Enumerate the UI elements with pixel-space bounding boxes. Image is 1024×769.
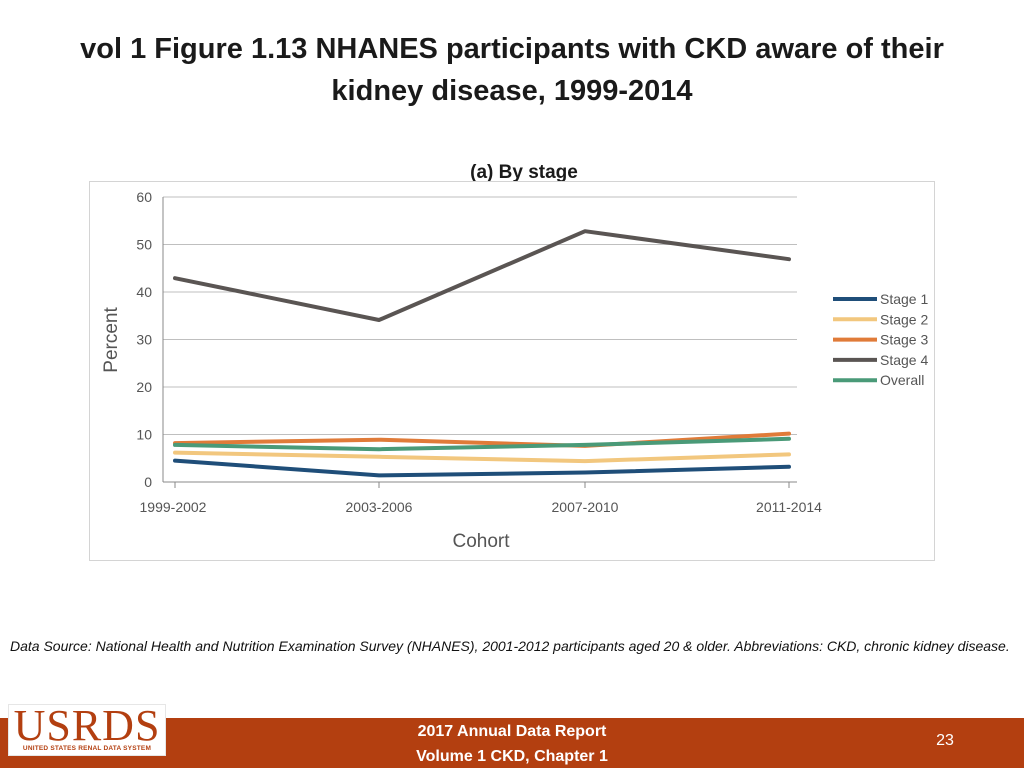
legend-label: Stage 4 <box>880 352 928 368</box>
series-line-stage-4 <box>173 229 791 322</box>
y-tick-label: 40 <box>136 284 152 300</box>
y-tick-label: 60 <box>136 189 152 205</box>
x-tick-label: 2003-2006 <box>346 499 413 515</box>
x-tick-label: 2007-2010 <box>552 499 619 515</box>
legend-label: Overall <box>880 372 924 388</box>
series-line-stage-3 <box>173 431 791 448</box>
x-tick-label: 2011-2014 <box>756 499 822 515</box>
x-tick-label: 1999-2002 <box>140 499 207 515</box>
legend-label: Stage 1 <box>880 291 928 307</box>
footer-bar <box>0 718 1024 768</box>
series-line-stage-2 <box>173 450 791 464</box>
series-line-stage-1 <box>173 458 791 478</box>
legend-label: Stage 2 <box>880 311 928 327</box>
usrds-logo: USRDS UNITED STATES RENAL DATA SYSTEM <box>8 701 166 756</box>
series-line-overall <box>173 436 791 452</box>
y-tick-label: 30 <box>136 332 152 348</box>
y-tick-label: 0 <box>144 474 152 490</box>
slide-title: vol 1 Figure 1.13 NHANES participants wi… <box>80 33 944 107</box>
footer-line-1: 2017 Annual Data Report <box>417 723 607 740</box>
y-axis-title: Percent <box>101 307 122 373</box>
legend-label: Stage 3 <box>880 332 928 348</box>
y-tick-label: 20 <box>136 379 152 395</box>
footer-report-label: 2017 Annual Data Report Volume 1 CKD, Ch… <box>380 718 644 769</box>
y-tick-label: 50 <box>136 237 152 253</box>
footer-line-2: Volume 1 CKD, Chapter 1 <box>416 748 608 765</box>
logo-wordmark: USRDS <box>13 701 161 750</box>
logo-tagline: UNITED STATES RENAL DATA SYSTEM <box>22 745 152 752</box>
x-axis-title: Cohort <box>452 531 510 552</box>
y-tick-label: 10 <box>136 427 152 443</box>
data-source-note: Data Source: National Health and Nutriti… <box>10 638 1010 654</box>
chart-subtitle: (a) By stage <box>470 162 578 183</box>
page-number: 23 <box>936 732 954 749</box>
